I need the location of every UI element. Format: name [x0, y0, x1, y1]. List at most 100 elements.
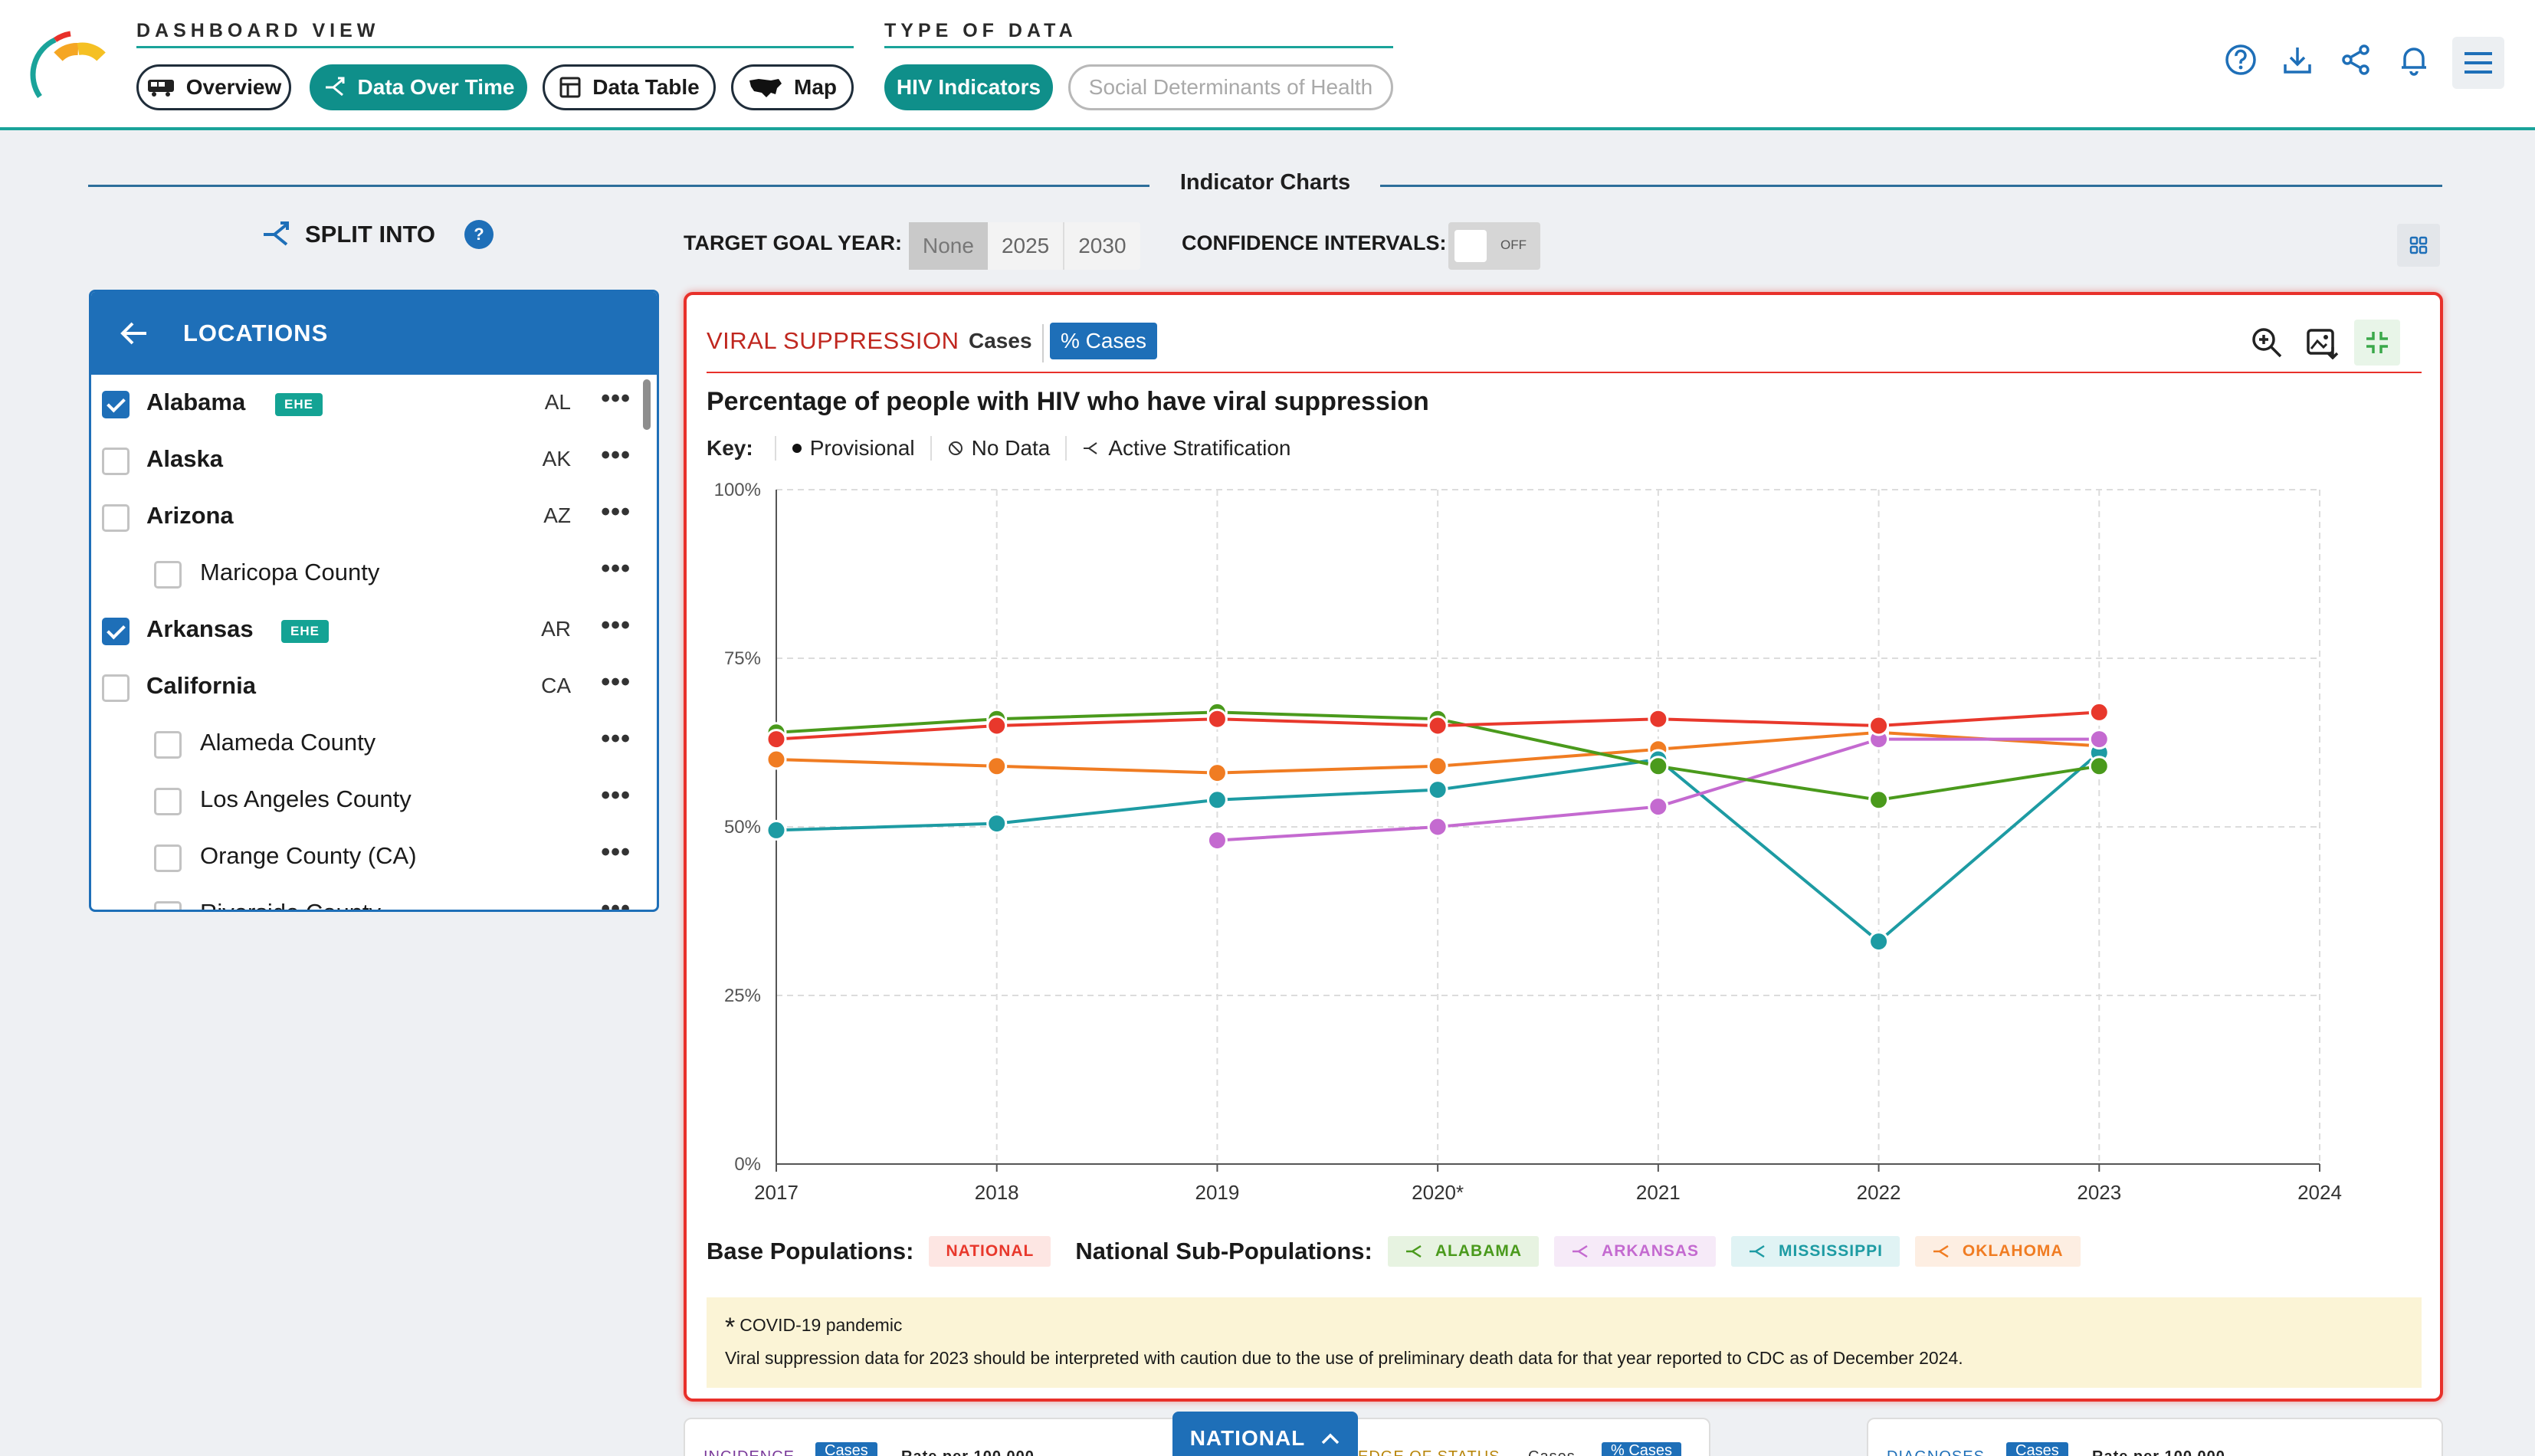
incidence-card-rate[interactable]: Rate per 100,000 — [901, 1448, 1035, 1456]
chip-arkansas[interactable]: ARKANSAS — [1554, 1236, 1717, 1267]
location-row-orange-county[interactable]: Orange County (CA) ••• — [91, 828, 657, 885]
key-provisional: Provisional — [774, 436, 930, 461]
location-row-arkansas[interactable]: Arkansas EHE AR ••• — [91, 602, 657, 658]
target-goal-option-none[interactable]: None — [909, 222, 988, 270]
location-checkbox[interactable] — [102, 448, 130, 475]
location-more-icon[interactable]: ••• — [601, 497, 631, 526]
incidence-card: INCIDENCE Cases Rate per 100,000 — [684, 1418, 1205, 1456]
location-checkbox[interactable] — [154, 731, 182, 759]
chip-alabama-label: ALABAMA — [1435, 1242, 1523, 1260]
chip-alabama[interactable]: ALABAMA — [1387, 1236, 1540, 1267]
view-overview-button[interactable]: Overview — [136, 64, 291, 110]
x-tick-label: 2020* — [1412, 1181, 1464, 1204]
chip-mississippi[interactable]: MISSISSIPPI — [1731, 1236, 1900, 1267]
location-more-icon[interactable]: ••• — [601, 554, 631, 583]
notifications-button[interactable] — [2394, 40, 2434, 80]
location-checkbox[interactable] — [154, 788, 182, 815]
back-arrow-icon[interactable] — [119, 320, 149, 346]
y-tick-label: 25% — [724, 985, 761, 1006]
data-point-oklahoma — [766, 749, 787, 770]
target-goal-label: TARGET GOAL YEAR: — [684, 231, 903, 254]
chip-mississippi-label: MISSISSIPPI — [1779, 1242, 1883, 1260]
location-row-maricopa-county[interactable]: Maricopa County ••• — [91, 545, 657, 602]
edge-of-status-tab[interactable]: % Cases — [1602, 1442, 1682, 1456]
data-type-hiv-indicators-button[interactable]: HIV Indicators — [884, 64, 1053, 110]
data-point-arkansas — [1427, 816, 1448, 838]
app-logo[interactable] — [25, 23, 107, 106]
location-row-arizona[interactable]: Arizona AZ ••• — [91, 488, 657, 545]
chip-oklahoma-label: OKLAHOMA — [1962, 1242, 2064, 1260]
data-point-national — [1206, 708, 1228, 730]
location-row-alabama[interactable]: Alabama EHE AL ••• — [91, 375, 657, 431]
location-checkbox[interactable] — [102, 391, 130, 418]
location-checkbox[interactable] — [102, 618, 130, 645]
grid-view-button[interactable] — [2397, 224, 2440, 267]
data-point-national — [1427, 715, 1448, 736]
national-tab-label: NATIONAL — [1189, 1426, 1306, 1450]
data-point-mississippi — [766, 819, 787, 841]
bus-icon — [147, 80, 174, 97]
chart-key: Key: Provisional No Data Active Stratifi… — [707, 436, 1306, 461]
data-type-sdoh-button[interactable]: Social Determinants of Health — [1068, 64, 1393, 110]
incidence-card-tab[interactable]: Cases — [815, 1442, 877, 1456]
view-data-table-button[interactable]: Data Table — [543, 64, 716, 110]
incidence-card-title: INCIDENCE — [703, 1448, 795, 1456]
location-more-icon[interactable]: ••• — [601, 781, 631, 810]
location-checkbox[interactable] — [102, 674, 130, 702]
location-checkbox[interactable] — [154, 561, 182, 589]
target-goal-option-2030[interactable]: 2030 — [1063, 222, 1140, 270]
view-data-over-time-button[interactable]: Data Over Time — [310, 64, 527, 110]
location-more-icon[interactable]: ••• — [601, 667, 631, 697]
location-more-icon[interactable]: ••• — [601, 838, 631, 867]
location-row-alameda-county[interactable]: Alameda County ••• — [91, 715, 657, 772]
chip-national[interactable]: NATIONAL — [929, 1236, 1051, 1267]
location-abbr: AR — [541, 617, 571, 641]
chip-oklahoma[interactable]: OKLAHOMA — [1914, 1236, 2081, 1267]
location-more-icon[interactable]: ••• — [601, 894, 631, 912]
x-tick-label: 2023 — [2077, 1181, 2121, 1204]
target-goal-option-2025[interactable]: 2025 — [1001, 234, 1050, 257]
location-name: Los Angeles County — [200, 785, 412, 812]
location-more-icon[interactable]: ••• — [601, 441, 631, 470]
split-into-help-icon[interactable]: ? — [464, 220, 494, 249]
key-active-stratification-label: Active Stratification — [1108, 436, 1291, 460]
location-row-los-angeles-county[interactable]: Los Angeles County ••• — [91, 772, 657, 828]
indicator-charts-title-bar: Indicator Charts — [88, 170, 2442, 201]
confidence-intervals-toggle[interactable]: OFF — [1448, 222, 1540, 270]
location-row-california[interactable]: California CA ••• — [91, 658, 657, 715]
view-map-button[interactable]: Map — [731, 64, 854, 110]
location-more-icon[interactable]: ••• — [601, 724, 631, 753]
footnote-covid: COVID-19 pandemic — [740, 1315, 903, 1335]
help-button[interactable] — [2221, 40, 2261, 80]
location-row-riverside-county[interactable]: Riverside County ••• — [91, 885, 657, 912]
locations-scrollbar[interactable] — [643, 379, 651, 430]
diagnoses-card-rate[interactable]: Rate per 100,000 — [2092, 1448, 2225, 1456]
share-button[interactable] — [2336, 40, 2376, 80]
diagnoses-card: DIAGNOSES Cases Rate per 100,000 — [1867, 1418, 2443, 1456]
location-checkbox[interactable] — [154, 901, 182, 910]
sub-populations-label: National Sub-Populations: — [1075, 1238, 1372, 1264]
national-drawer-tab[interactable]: NATIONAL — [1172, 1412, 1358, 1456]
location-checkbox[interactable] — [154, 844, 182, 872]
download-button[interactable] — [2278, 40, 2317, 80]
split-icon — [1084, 442, 1097, 454]
location-more-icon[interactable]: ••• — [601, 611, 631, 640]
edge-of-status-cases[interactable]: Cases — [1528, 1448, 1576, 1456]
toggle-knob — [1454, 230, 1487, 262]
zoom-button[interactable] — [2244, 320, 2290, 366]
location-row-alaska[interactable]: Alaska AK ••• — [91, 431, 657, 488]
data-point-oklahoma — [1206, 762, 1228, 784]
x-tick-label: 2021 — [1636, 1181, 1681, 1204]
location-name: Alabama — [146, 389, 246, 415]
location-more-icon[interactable]: ••• — [601, 384, 631, 413]
location-checkbox[interactable] — [102, 504, 130, 532]
data-type-hiv-indicators-label: HIV Indicators — [896, 75, 1041, 99]
split-icon — [325, 77, 345, 97]
menu-button[interactable] — [2452, 37, 2504, 89]
diagnoses-card-tab[interactable]: Cases — [2006, 1442, 2068, 1456]
tab-cases[interactable]: Cases — [969, 329, 1032, 353]
save-image-button[interactable] — [2299, 320, 2345, 366]
location-name: Arizona — [146, 502, 234, 529]
tab-pct-cases[interactable]: % Cases — [1050, 323, 1158, 359]
collapse-button[interactable] — [2354, 320, 2400, 366]
